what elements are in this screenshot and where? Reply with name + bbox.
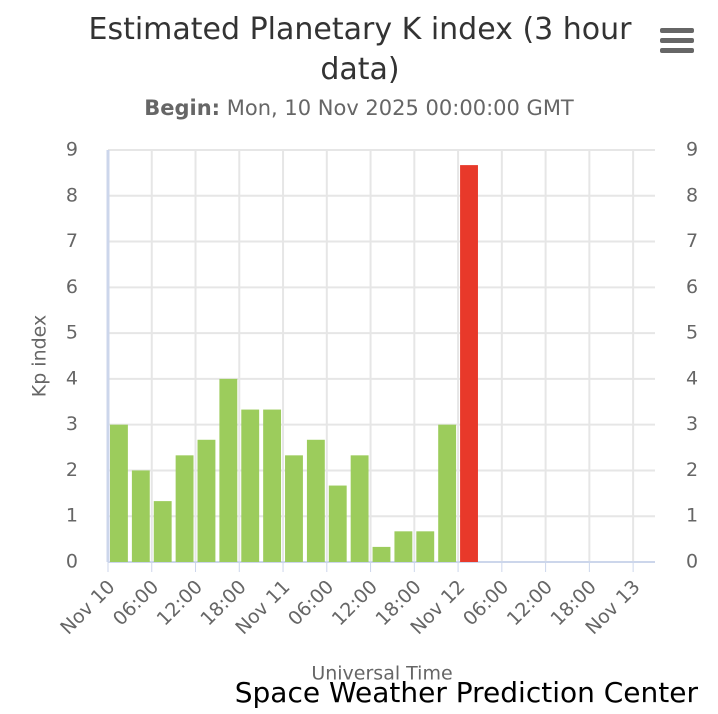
y-tick-label: 6 bbox=[66, 276, 78, 298]
bar bbox=[372, 546, 391, 562]
y2-tick-label: 3 bbox=[686, 413, 698, 435]
bar bbox=[241, 409, 260, 562]
y2-tick-label: 2 bbox=[686, 459, 698, 481]
y2-tick-label: 9 bbox=[686, 139, 698, 161]
bar bbox=[110, 424, 128, 562]
bar bbox=[416, 531, 435, 562]
y2-tick-label: 5 bbox=[686, 322, 698, 344]
y2-tick-label: 1 bbox=[686, 505, 698, 527]
subtitle-label: Begin: bbox=[144, 96, 221, 120]
bar bbox=[350, 455, 369, 562]
y-axis-title: Kp index bbox=[29, 315, 51, 398]
y-tick-label: 0 bbox=[66, 551, 78, 573]
y2-tick-label: 8 bbox=[686, 184, 698, 206]
y-tick-label: 4 bbox=[66, 367, 78, 389]
x-axis-title: Universal Time bbox=[311, 663, 452, 685]
credit: Space Weather Prediction Center bbox=[234, 676, 698, 709]
y-tick-label: 3 bbox=[66, 413, 78, 435]
x-tick-label: 06:00 bbox=[109, 576, 163, 630]
x-tick-label: 06:00 bbox=[284, 576, 338, 630]
bar bbox=[306, 439, 325, 562]
x-tick-label: Nov 10 bbox=[56, 576, 119, 639]
x-tick-label: 12:00 bbox=[503, 576, 557, 630]
x-tick-label: 12:00 bbox=[328, 576, 382, 630]
bar bbox=[219, 378, 238, 562]
y2-tick-label: 4 bbox=[686, 367, 698, 389]
chart-subtitle: Begin: Mon, 10 Nov 2025 00:00:00 GMT bbox=[0, 96, 718, 120]
bar bbox=[438, 424, 457, 562]
bar bbox=[153, 501, 172, 562]
y2-tick-label: 6 bbox=[686, 276, 698, 298]
x-tick-label: 12:00 bbox=[153, 576, 207, 630]
bar bbox=[394, 531, 413, 562]
y-tick-label: 2 bbox=[66, 459, 78, 481]
bar bbox=[131, 470, 150, 562]
bar bbox=[197, 439, 216, 562]
y2-tick-label: 7 bbox=[686, 230, 698, 252]
bar bbox=[328, 485, 347, 562]
y-tick-label: 5 bbox=[66, 322, 78, 344]
bar bbox=[263, 409, 282, 562]
y-tick-label: 7 bbox=[66, 230, 78, 252]
y-tick-label: 9 bbox=[66, 139, 78, 161]
x-tick-label: 06:00 bbox=[459, 576, 513, 630]
bar bbox=[175, 455, 194, 562]
subtitle-text: Mon, 10 Nov 2025 00:00:00 GMT bbox=[226, 96, 574, 120]
bar bbox=[285, 455, 303, 562]
bar bbox=[460, 165, 478, 562]
y-tick-label: 8 bbox=[66, 184, 78, 206]
y-tick-label: 1 bbox=[66, 505, 78, 527]
menu-button[interactable] bbox=[660, 28, 694, 54]
y2-tick-label: 0 bbox=[686, 551, 698, 573]
chart-title: Estimated Planetary K index (3 hour data… bbox=[88, 12, 632, 87]
